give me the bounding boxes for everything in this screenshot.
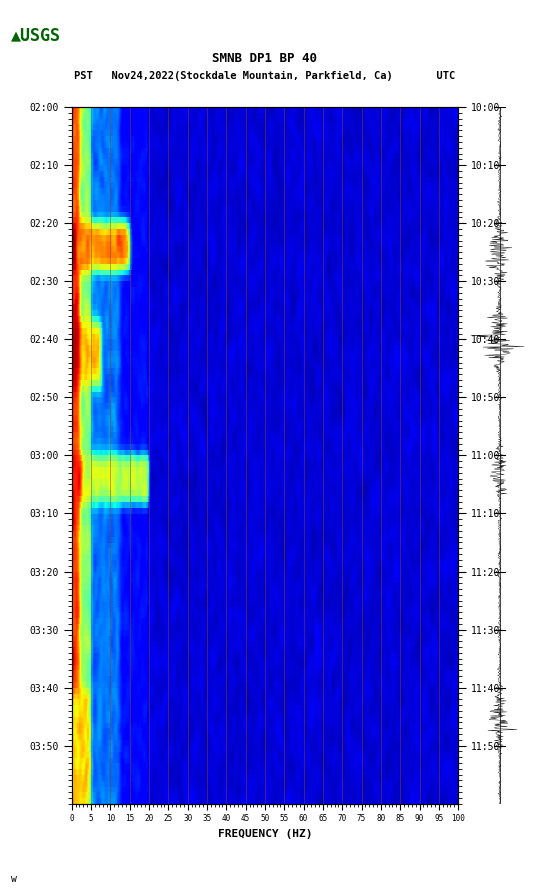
Text: SMNB DP1 BP 40: SMNB DP1 BP 40: [213, 52, 317, 64]
Text: PST   Nov24,2022(Stockdale Mountain, Parkfield, Ca)       UTC: PST Nov24,2022(Stockdale Mountain, Parkf…: [75, 71, 455, 81]
Text: ▲USGS: ▲USGS: [11, 27, 61, 45]
Text: w: w: [11, 874, 17, 884]
X-axis label: FREQUENCY (HZ): FREQUENCY (HZ): [217, 829, 312, 839]
